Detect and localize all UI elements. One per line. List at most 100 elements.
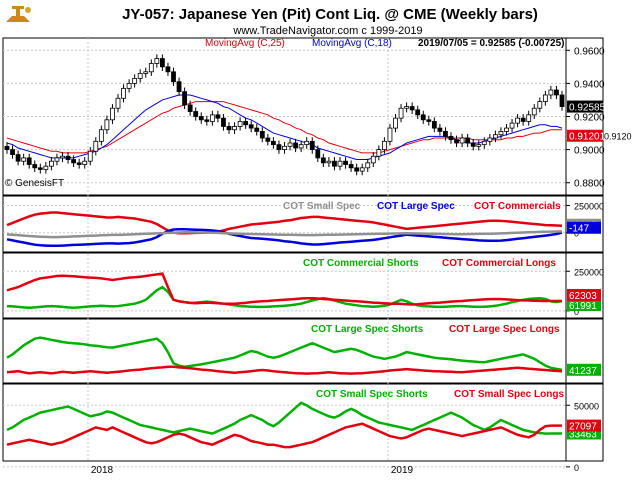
candle-body	[265, 137, 271, 142]
candle-body	[87, 150, 93, 162]
candle-body	[143, 71, 149, 74]
cot-series-label: COT Large Spec Shorts	[311, 324, 424, 335]
candle-body	[431, 121, 437, 129]
cot-value-tag	[567, 289, 601, 302]
candle-body	[54, 157, 60, 162]
candle-body	[415, 109, 421, 116]
cot-series-label: COT Large Spec	[377, 201, 455, 212]
cot-series-line	[6, 365, 563, 375]
candle-body	[4, 145, 10, 151]
candle-body	[387, 127, 393, 142]
candle-body	[215, 114, 221, 119]
candle-body	[437, 127, 443, 132]
cot-value-label: 27097	[569, 422, 597, 433]
chart-title: JY-057: Japanese Yen (Pit) Cont Liq. @ C…	[122, 6, 538, 23]
candle-body	[548, 89, 554, 96]
candle-body	[121, 87, 126, 99]
candle-body	[159, 58, 165, 68]
candle-body	[82, 160, 88, 165]
candle-body	[498, 130, 504, 136]
cot-series-line	[6, 230, 563, 239]
candle-body	[393, 117, 398, 129]
last-price-value: 0.92585	[569, 103, 606, 114]
candle-body	[193, 111, 199, 117]
candle-body	[492, 134, 498, 139]
candle-body	[209, 114, 215, 122]
candle-body	[49, 160, 54, 167]
candle-body	[226, 126, 232, 131]
candle-body	[443, 130, 448, 137]
candle-body	[270, 140, 276, 146]
candle-body	[354, 167, 360, 172]
candle-body	[465, 137, 471, 144]
candle-body	[531, 107, 537, 116]
candle-body	[60, 155, 65, 159]
candle-body	[115, 97, 121, 109]
candle-body	[542, 94, 548, 102]
cot-value-tag	[567, 299, 601, 312]
candle-body	[409, 106, 415, 111]
candle-body	[71, 159, 76, 164]
candle-body	[171, 71, 176, 83]
candle-body	[148, 63, 154, 73]
candle-body	[243, 121, 249, 126]
candle-body	[26, 157, 32, 165]
panel-frames	[2, 37, 604, 462]
cot-value-label: 62303	[569, 291, 597, 302]
cot-series-line	[6, 401, 562, 435]
candle-body	[309, 140, 315, 151]
cot-series-line	[6, 227, 563, 248]
candle-body	[15, 154, 21, 162]
cot-series-line	[6, 422, 562, 449]
candle-body	[10, 149, 15, 155]
candle-body	[237, 121, 243, 127]
candle-body	[254, 127, 260, 132]
candle-body	[515, 117, 520, 124]
candle-body	[526, 114, 532, 122]
panel-frame	[2, 383, 604, 462]
candle-body	[198, 116, 204, 121]
candle-body	[165, 66, 171, 73]
candle-body	[76, 162, 82, 165]
source-label: www.TradeNavigator.com c 1999-2019	[232, 25, 422, 37]
candle-body	[454, 139, 459, 144]
candle-body	[343, 160, 348, 165]
cot-value-label: -147	[569, 224, 589, 235]
cot-series-label: COT Small Spec Shorts	[316, 389, 428, 400]
candle-body	[187, 104, 193, 112]
candle-body	[476, 144, 482, 147]
cot-series-label: COT Large Spec Longs	[449, 324, 560, 335]
candle-body	[504, 127, 509, 132]
cot-value-tag	[567, 221, 601, 234]
cot-y-tick-label: 250000	[574, 201, 604, 211]
candle-body	[204, 119, 210, 122]
candle-body	[376, 149, 382, 157]
candle-body	[126, 82, 132, 89]
cot-value-label: 41237	[569, 366, 597, 377]
candle-body	[487, 137, 493, 142]
last-price-tag	[567, 100, 603, 113]
candle-body	[326, 160, 332, 164]
candle-body	[32, 164, 38, 169]
candle-body	[293, 142, 299, 149]
candle-body	[470, 142, 476, 147]
cot-y-tick-label: 0	[574, 307, 579, 317]
candle-body	[21, 157, 27, 162]
candle-body	[337, 160, 343, 167]
price-y-tick-label: 0.9600	[574, 46, 605, 57]
credit-label: © GenesisFT	[5, 178, 64, 189]
price-y-tick-label: 0.9400	[574, 79, 605, 90]
candle-body	[359, 167, 365, 172]
candle-body	[509, 122, 515, 129]
ma18-legend: MovingAvg (C,18)	[312, 38, 392, 49]
ma-value: 0.91201	[569, 132, 606, 143]
price-y-tick-label: 0.8800	[574, 179, 605, 190]
candle-body	[426, 119, 432, 122]
cot-series-label: COT Small Spec Longs	[454, 389, 564, 400]
candle-body	[320, 157, 326, 164]
x-tick-label-2019: 2019	[391, 465, 414, 476]
panel-frame	[2, 195, 604, 253]
candle-body	[348, 164, 354, 169]
candle-body	[104, 119, 110, 131]
